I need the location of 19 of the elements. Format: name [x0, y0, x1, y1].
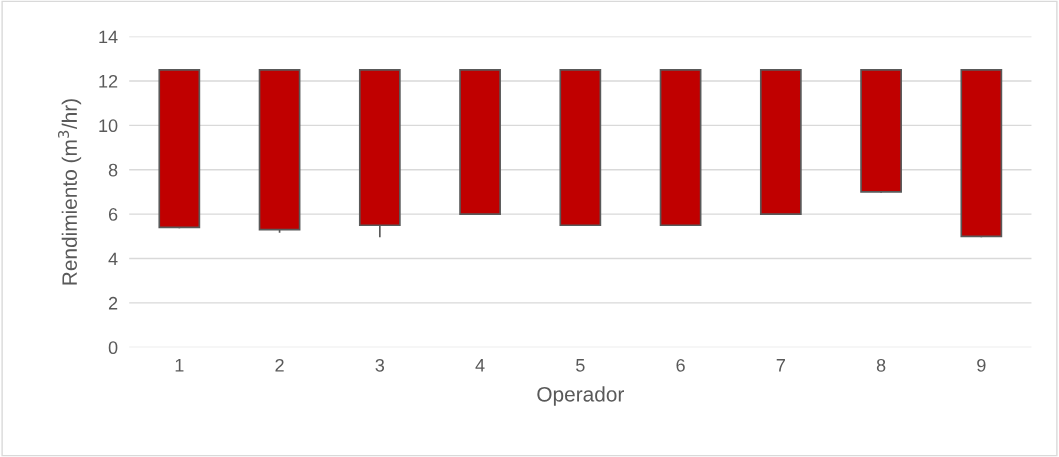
x-tick-label: 2	[275, 358, 284, 372]
x-tick-label: 8	[876, 358, 886, 372]
y-tick-label: 10	[99, 119, 118, 133]
x-tick-label: 3	[375, 358, 385, 372]
y-tick-label: 12	[99, 74, 118, 88]
x-tick-label: 9	[977, 358, 986, 372]
y-tick-label: 14	[99, 30, 118, 44]
x-tick-label: 1	[175, 359, 184, 372]
y-tick-label: 0	[108, 341, 118, 355]
x-tick-label: 5	[576, 359, 585, 372]
y-tick-label: 6	[108, 208, 118, 221]
y-axis-title: Rendimiento (m$^{3}$/hr)	[58, 99, 82, 285]
x-tick-label: 7	[776, 359, 785, 372]
x-tick-label: 6	[676, 358, 685, 372]
y-tick-label: 4	[108, 252, 118, 266]
x-tick-label: 4	[475, 359, 485, 372]
y-tick-label: 2	[108, 296, 118, 310]
y-tick-label: 8	[108, 163, 118, 177]
x-axis-title: Operador	[537, 386, 624, 406]
